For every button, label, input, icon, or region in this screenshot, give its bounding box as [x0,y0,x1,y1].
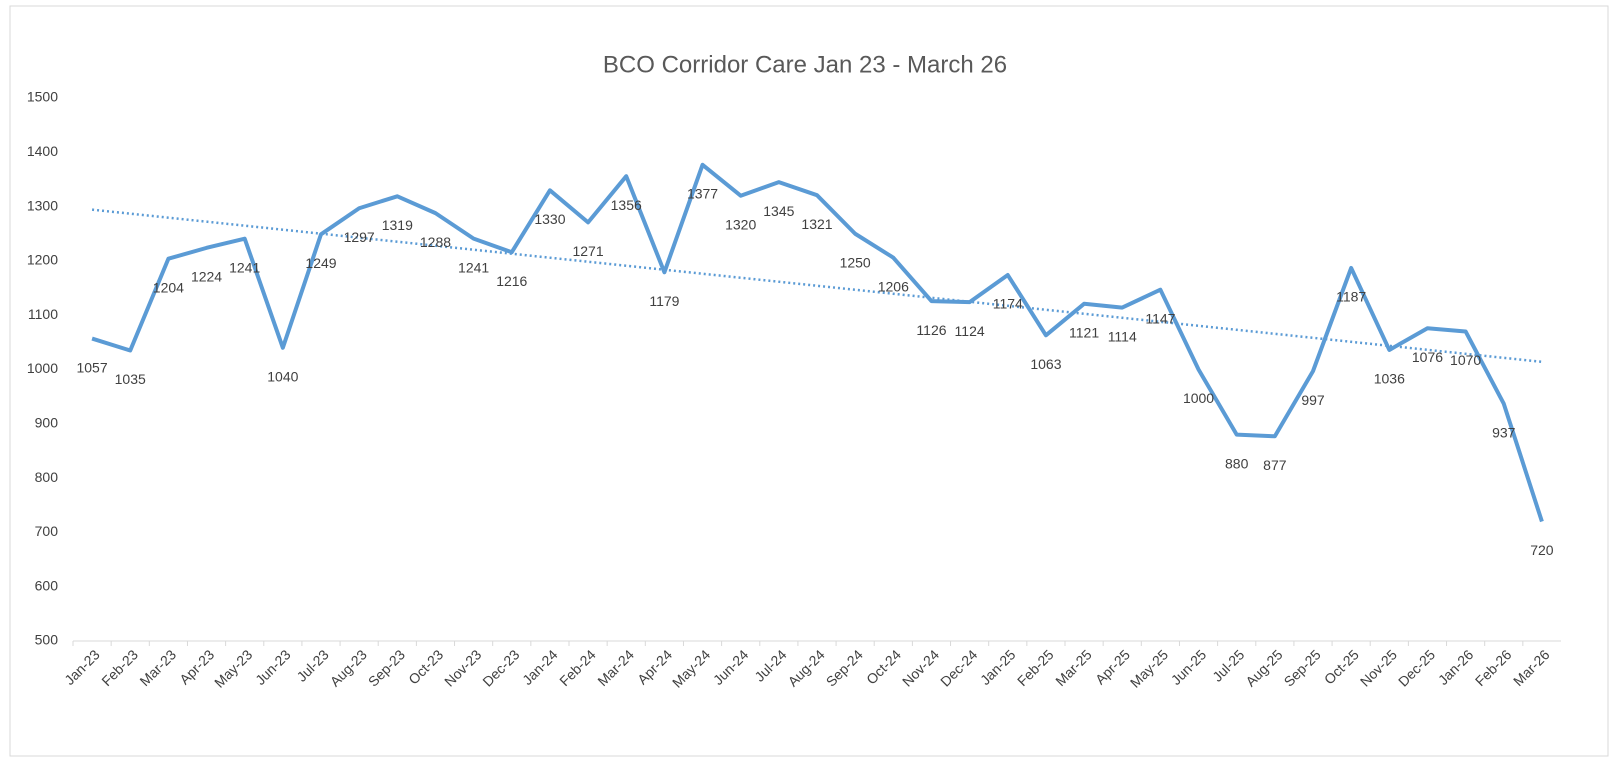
data-label: 1076 [1412,349,1443,365]
y-tick-label: 1500 [27,89,58,105]
data-label: 1216 [496,273,527,289]
y-tick-label: 1200 [27,252,58,268]
chart-border [9,5,1609,757]
data-label: 1187 [1336,289,1366,305]
data-line [91,162,1544,523]
data-label: 1124 [955,323,985,339]
y-tick-label: 1000 [27,360,58,376]
data-label: 1356 [611,197,642,213]
data-label: 880 [1225,455,1249,471]
data-label: 1036 [1374,371,1405,387]
y-tick-label: 1300 [27,197,58,213]
data-label: 877 [1263,457,1287,473]
data-label: 1206 [878,278,909,294]
y-tick-label: 1400 [27,143,58,159]
data-label: 1241 [458,259,489,275]
data-label: 1288 [420,234,451,250]
data-label: 937 [1492,424,1516,440]
data-label: 1271 [572,243,603,259]
data-label: 720 [1530,542,1554,558]
data-label: 1121 [1069,325,1099,341]
data-label: 1345 [763,203,794,219]
y-tick-label: 900 [35,415,59,431]
data-label: 1126 [916,322,946,338]
data-label: 1040 [267,368,298,384]
data-label: 1250 [840,254,871,270]
data-label: 1174 [993,296,1023,312]
data-label: 997 [1301,392,1325,408]
data-label: 1249 [305,255,336,271]
data-label: 1057 [76,359,107,375]
data-label: 1321 [801,216,832,232]
data-label: 1114 [1108,328,1137,344]
data-label: 1063 [1030,356,1061,372]
data-label: 1224 [191,269,222,285]
data-label: 1330 [534,211,565,227]
y-tick-label: 600 [35,577,59,593]
data-label: 1320 [725,216,756,232]
y-tick-label: 700 [35,523,59,539]
chart-title: BCO Corridor Care Jan 23 - March 26 [603,51,1007,78]
data-label: 1070 [1450,352,1481,368]
data-label: 1241 [229,259,260,275]
data-label: 1000 [1183,390,1214,406]
data-label: 1147 [1145,310,1175,326]
data-label: 1319 [382,217,413,233]
data-label: 1204 [153,279,184,295]
data-label: 1377 [687,185,718,201]
data-label: 1179 [649,293,679,309]
data-label: 1297 [344,229,375,245]
data-label: 1035 [115,371,146,387]
y-tick-label: 800 [35,469,59,485]
y-tick-label: 1100 [28,306,58,322]
y-tick-label: 500 [35,632,59,648]
